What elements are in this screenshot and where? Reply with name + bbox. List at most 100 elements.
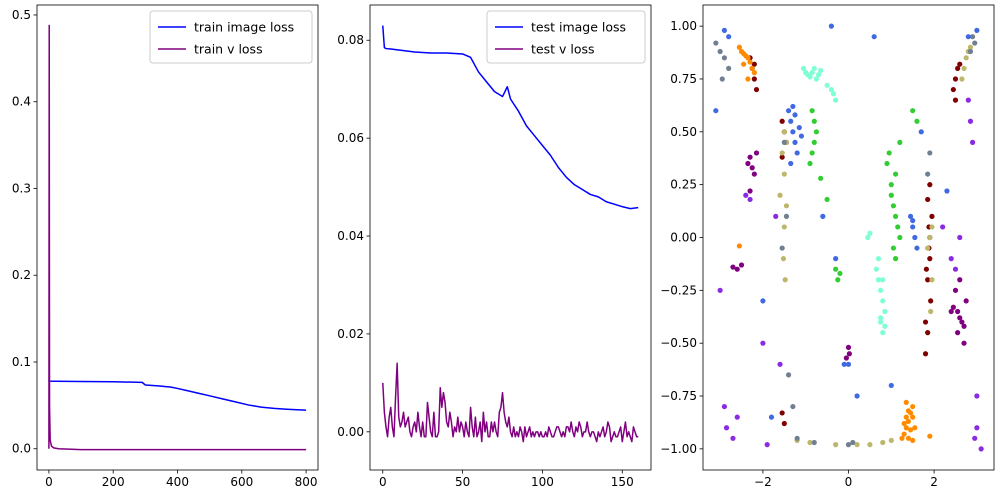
x-tick-label: −2 [754,475,772,489]
scatter-point [901,420,907,427]
scatter-point [713,108,719,114]
series-line-1 [48,379,307,411]
scatter-point [928,308,934,315]
scatter-point [777,361,783,367]
scatter-point [878,315,884,321]
series-line-2 [48,24,307,451]
scatter-point [907,410,914,416]
scatter-point [779,118,785,124]
scatter-point [780,256,787,262]
y-tick-label: 0.00 [670,231,697,245]
scatter-point [963,298,969,304]
scatter-point [818,67,824,74]
scatter-point [912,234,918,241]
x-tick-label: 100 [531,475,554,489]
legend-label: test v loss [531,42,595,57]
scatter-point [790,129,796,135]
legend-box [149,10,313,64]
scatter-point [880,277,886,283]
x-tick-label: 800 [295,475,318,489]
series-line-2 [382,362,639,443]
scatter-point [878,319,884,325]
scatter-point [880,330,886,336]
scatter-point [950,304,956,310]
scatter-point [721,403,728,410]
scatter-point [741,61,747,67]
scatter-point [912,425,918,431]
scatter-point [845,442,852,448]
y-tick-label: 0.50 [670,125,697,139]
scatter-point [751,70,757,76]
scatter-point [925,245,931,251]
scatter-point [927,234,933,241]
scatter-point [952,266,959,272]
legend-label: train v loss [194,42,263,57]
legend-label: test image loss [531,20,626,35]
scatter-point [811,439,817,446]
chart-panel-3: −2 0 2 −1.00 −0.75 −0.50 −0.25 0.00 0.25 0.50 0.75… [660,4,995,489]
scatter-point [903,414,909,420]
x-tick-label: 2 [930,475,938,489]
scatter-point [940,224,946,230]
scatter-point [751,76,757,82]
scatter-point [929,277,935,283]
scatter-point [785,372,792,378]
scatter-point [753,86,760,93]
scatter-point [760,298,766,304]
scatter-point [965,34,971,40]
scatter-point [845,361,852,367]
scatter-point [785,108,792,114]
scatter-point [897,234,903,241]
scatter-point [897,139,903,145]
scatter-point [824,196,830,203]
scatter-point [792,139,798,145]
scatter-point [781,129,787,135]
scatter-point [760,340,766,346]
scatter-point [783,213,790,219]
y-tick-label: 0.02 [337,327,364,341]
scatter-point [957,315,963,321]
scatter-point [890,203,897,209]
scatter-point [798,133,805,139]
scatter-point [970,34,976,40]
scatter-point [745,55,751,61]
scatter-point [910,108,916,114]
scatter-point [905,418,912,424]
y-tick-label: 0.75 [670,72,697,86]
scatter-point [781,420,787,427]
scatter-point [788,160,794,167]
scatter-point [888,437,894,444]
axes-frame [36,4,319,471]
scatter-point [974,425,980,431]
scatter-point [779,410,785,416]
scatter-point [796,124,802,131]
scatter-point [779,154,785,160]
scatter-point [779,150,785,156]
scatter-point [747,59,753,65]
scatter-point [892,213,899,219]
scatter-point [745,76,751,82]
scatter-point [815,72,822,78]
y-tick-label: 1.00 [670,19,697,33]
scatter-point [948,308,954,315]
scatter-point [811,65,817,72]
scatter-point [845,344,852,351]
x-tick-label: 200 [102,475,125,489]
scatter-point [873,266,879,272]
axes-frame [369,4,652,471]
scatter-point [764,442,770,448]
scatter-point [955,65,961,72]
scatter-point [963,55,969,61]
scatter-point [899,435,905,441]
scatter-point [736,44,742,50]
scatter-point [957,61,963,67]
scatter-point [734,414,740,420]
scatter-point [952,76,959,82]
scatter-point [927,182,933,188]
scatter-point [800,65,807,72]
scatter-point [779,245,785,251]
scatter-point [749,65,755,72]
scatter-point [807,439,813,446]
scatter-point [901,431,907,437]
y-tick-label: −0.75 [660,389,697,403]
